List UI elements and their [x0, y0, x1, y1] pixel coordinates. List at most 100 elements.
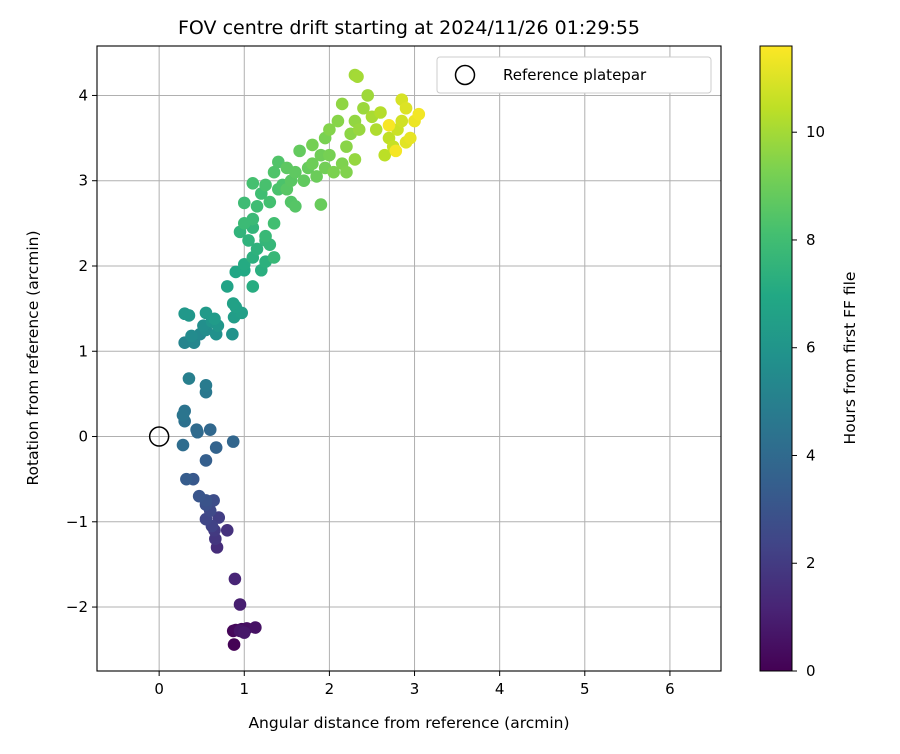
data-point	[306, 138, 319, 152]
colorbar-tick-label: 0	[806, 662, 816, 680]
data-point	[348, 153, 362, 166]
data-point	[220, 280, 234, 293]
legend-label-reference-platepar: Reference platepar	[503, 66, 647, 84]
y-tick-label: 2	[78, 257, 88, 275]
data-point	[335, 97, 349, 111]
x-tick-label: 0	[154, 680, 164, 698]
data-point	[190, 423, 203, 436]
data-point	[246, 280, 260, 293]
data-point	[203, 423, 217, 436]
data-point	[289, 165, 302, 179]
x-tick-label: 2	[325, 680, 335, 698]
data-point	[323, 148, 336, 162]
plot-frame	[96, 45, 722, 672]
data-point	[293, 144, 306, 158]
data-point	[180, 472, 193, 486]
y-tick-label: 4	[78, 86, 88, 104]
data-point	[237, 257, 251, 271]
data-point	[176, 408, 190, 422]
reference-platepar-marker	[148, 426, 170, 447]
data-point	[237, 217, 251, 230]
data-point	[378, 148, 392, 162]
data-point	[412, 107, 426, 121]
data-point	[226, 297, 240, 310]
data-point	[209, 441, 223, 454]
data-point	[382, 118, 396, 132]
data-point	[185, 329, 198, 343]
data-point	[323, 123, 336, 136]
data-point	[340, 165, 353, 179]
y-axis-label: Rotation from reference (arcmin)	[24, 230, 42, 485]
chart-title: FOV centre drift starting at 2024/11/26 …	[178, 17, 640, 39]
data-point	[199, 379, 213, 392]
plot-area	[96, 45, 722, 672]
data-point	[352, 123, 366, 136]
data-point	[208, 312, 221, 326]
legend-box	[436, 56, 712, 94]
colorbar-tick-label: 4	[806, 446, 816, 464]
colorbar-label: Hours from first FF file	[841, 272, 859, 445]
data-point	[220, 524, 234, 537]
data-point	[199, 454, 213, 467]
data-point	[369, 123, 383, 136]
x-axis-label: Angular distance from reference (arcmin)	[248, 714, 569, 732]
data-point	[237, 196, 251, 210]
data-point	[361, 89, 375, 102]
data-point	[374, 106, 387, 119]
data-point	[340, 140, 353, 153]
data-point	[249, 621, 262, 634]
data-point	[403, 131, 417, 145]
y-tick-label: −2	[66, 598, 88, 616]
colorbar-tick-label: 2	[806, 554, 816, 572]
x-tick-label: 1	[240, 680, 250, 698]
colorbar-tick-label: 6	[806, 339, 816, 357]
data-point	[310, 170, 323, 183]
data-point	[226, 327, 239, 341]
data-point	[227, 638, 241, 651]
data-point	[263, 195, 277, 209]
y-tick-label: 0	[78, 428, 88, 446]
data-point	[228, 572, 242, 586]
y-tick-label: −1	[66, 513, 88, 531]
data-point	[267, 165, 281, 179]
data-point	[259, 178, 272, 192]
plot-background	[97, 46, 721, 671]
data-point	[250, 200, 264, 213]
data-point	[289, 200, 302, 213]
y-axis-ticks: −2 −1 0 1 2 3 4	[66, 86, 97, 616]
data-point	[192, 489, 206, 503]
data-point	[267, 217, 281, 230]
data-point	[267, 251, 281, 264]
colorbar-gradient	[759, 45, 793, 672]
data-point	[331, 114, 345, 128]
data-point	[246, 176, 260, 190]
data-points	[176, 68, 426, 651]
data-point	[399, 101, 413, 115]
data-point	[314, 198, 328, 211]
data-point	[226, 435, 240, 448]
data-point	[250, 242, 264, 256]
data-point	[395, 114, 409, 128]
data-point	[357, 101, 370, 115]
legend: Reference platepar	[436, 56, 712, 94]
data-point	[297, 174, 311, 188]
colorbar-ticks: 0 2 4 6 8 10	[792, 123, 825, 680]
colorbar: 0 2 4 6 8 10 Hours from first FF file	[759, 45, 859, 680]
colorbar-tick-label: 8	[806, 231, 816, 249]
data-point	[351, 70, 364, 83]
data-point	[237, 626, 251, 639]
x-tick-label: 5	[580, 680, 590, 698]
data-point	[306, 157, 319, 170]
x-tick-label: 3	[410, 680, 420, 698]
data-point	[182, 372, 196, 385]
y-tick-label: 1	[78, 342, 88, 360]
x-tick-label: 6	[665, 680, 675, 698]
data-point	[176, 438, 190, 452]
data-point	[327, 165, 340, 179]
data-point	[389, 144, 403, 158]
colorbar-tick-label: 10	[806, 123, 825, 141]
y-tick-label: 3	[78, 172, 88, 190]
x-axis-ticks: 0 1 2 3 4 5 6	[154, 671, 675, 698]
x-tick-label: 4	[495, 680, 505, 698]
